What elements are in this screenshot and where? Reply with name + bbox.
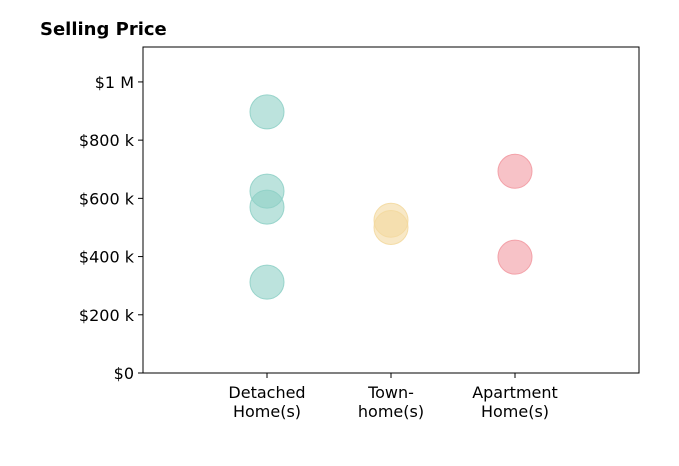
x-tick-label: Home(s) [481, 402, 549, 421]
x-tick-label: Home(s) [233, 402, 301, 421]
x-axis: DetachedHome(s)Town-home(s)ApartmentHome… [228, 373, 558, 421]
data-point [497, 153, 533, 189]
y-tick-label: $800 k [79, 131, 135, 150]
x-tick-label: Detached [228, 383, 305, 402]
x-tick-label: home(s) [358, 402, 424, 421]
data-points [249, 94, 533, 300]
plot-area-frame [142, 46, 640, 374]
y-tick-label: $200 k [79, 306, 135, 325]
data-point [249, 189, 285, 225]
y-tick-label: $1 M [95, 73, 134, 92]
chart-title: Selling Price [40, 19, 167, 40]
x-tick-label: Apartment [472, 383, 558, 402]
y-tick-label: $0 [114, 364, 134, 383]
y-tick-label: $400 k [79, 248, 135, 267]
y-tick-label: $600 k [79, 189, 135, 208]
data-point [373, 209, 409, 245]
data-point [249, 94, 285, 130]
y-axis: $0 $200 k $400 k $600 k $800 k $1 M [79, 73, 143, 383]
data-point [249, 264, 285, 300]
x-tick-label: Town- [367, 383, 414, 402]
data-point [497, 239, 533, 275]
